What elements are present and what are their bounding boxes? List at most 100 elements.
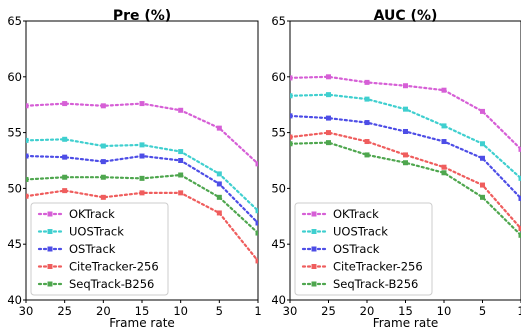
legend-label: UOSTrack	[69, 225, 124, 239]
data-point	[217, 181, 222, 186]
legend-marker	[48, 247, 53, 252]
data-point	[62, 137, 67, 142]
data-point	[288, 135, 293, 140]
y-tick-label: 60	[271, 70, 286, 84]
data-point	[178, 173, 183, 178]
data-point	[178, 190, 183, 195]
data-point	[101, 143, 106, 148]
legend-marker	[48, 229, 53, 234]
y-tick-label: 65	[271, 14, 286, 28]
data-point	[442, 88, 447, 93]
y-tick-label: 55	[271, 126, 286, 140]
data-point	[403, 129, 408, 134]
data-point	[256, 231, 261, 236]
data-point	[326, 92, 331, 97]
x-axis-label: Frame rate	[373, 316, 439, 330]
data-point	[217, 195, 222, 200]
data-point	[326, 140, 331, 145]
legend-label: OKTrack	[69, 207, 115, 221]
x-tick-label: 1	[517, 304, 521, 318]
data-point	[101, 103, 106, 108]
y-tick-label: 50	[271, 181, 286, 195]
x-tick-label: 10	[437, 304, 452, 318]
legend-marker	[312, 264, 317, 269]
legend-label: CiteTracker-256	[69, 260, 159, 274]
data-point	[256, 161, 261, 166]
y-tick-label: 45	[7, 237, 22, 251]
data-point	[365, 120, 370, 125]
data-point	[101, 175, 106, 180]
data-point	[62, 188, 67, 193]
data-point	[24, 177, 29, 182]
data-point	[62, 175, 67, 180]
data-point	[101, 195, 106, 200]
data-point	[442, 165, 447, 170]
data-point	[365, 97, 370, 102]
legend-label: SeqTrack-B256	[69, 277, 154, 291]
x-tick-label: 25	[321, 304, 336, 318]
data-point	[403, 152, 408, 157]
data-point	[326, 74, 331, 79]
legend: OKTrack UOSTrack OSTrack CiteTracker-256 Seq…	[31, 203, 168, 295]
legend-label: UOSTrack	[333, 225, 388, 239]
data-point	[140, 142, 145, 147]
y-tick-label: 65	[7, 14, 22, 28]
data-point	[256, 208, 261, 213]
legend-marker	[48, 282, 53, 287]
data-point	[178, 158, 183, 163]
data-point	[101, 159, 106, 164]
legend-marker	[312, 247, 317, 252]
y-tick-label: 50	[7, 181, 22, 195]
legend: OKTrackUOSTrackOSTrackCiteTracker-256Seq…	[295, 203, 432, 295]
chart-title: Pre (%)	[113, 8, 171, 24]
data-point	[288, 93, 293, 98]
data-point	[24, 103, 29, 108]
x-tick-label: 10	[173, 304, 188, 318]
data-point	[217, 126, 222, 131]
data-point	[480, 156, 485, 161]
data-point	[178, 108, 183, 113]
data-point	[480, 195, 485, 200]
legend-marker	[312, 282, 317, 287]
x-tick-label: 30	[19, 304, 34, 318]
data-point	[365, 80, 370, 85]
data-point	[178, 149, 183, 154]
x-tick-label: 5	[216, 304, 223, 318]
data-point	[442, 139, 447, 144]
legend-marker	[312, 229, 317, 234]
data-point	[403, 160, 408, 165]
legend-label: OSTrack	[69, 242, 116, 256]
chart-title: AUC (%)	[374, 8, 438, 24]
data-point	[326, 116, 331, 121]
data-point	[62, 155, 67, 160]
data-point	[217, 210, 222, 215]
data-point	[365, 152, 370, 157]
x-axis-label: Frame rate	[109, 316, 175, 330]
y-tick-label: 55	[7, 126, 22, 140]
legend-label: OKTrack	[333, 207, 379, 221]
data-point	[62, 101, 67, 106]
legend-marker	[48, 212, 53, 217]
data-point	[256, 258, 261, 263]
data-point	[288, 113, 293, 118]
data-point	[365, 139, 370, 144]
legend-marker	[48, 264, 53, 269]
data-point	[140, 176, 145, 181]
data-point	[403, 107, 408, 112]
data-point	[442, 123, 447, 128]
legend-label: SeqTrack-B256	[333, 277, 418, 291]
data-point	[256, 220, 261, 225]
data-point	[288, 75, 293, 80]
data-point	[288, 141, 293, 146]
data-point	[403, 83, 408, 88]
y-tick-label: 60	[7, 70, 22, 84]
data-point	[24, 138, 29, 143]
y-tick-label: 45	[271, 237, 286, 251]
legend-marker	[312, 212, 317, 217]
x-tick-label: 25	[57, 304, 72, 318]
data-point	[24, 154, 29, 159]
